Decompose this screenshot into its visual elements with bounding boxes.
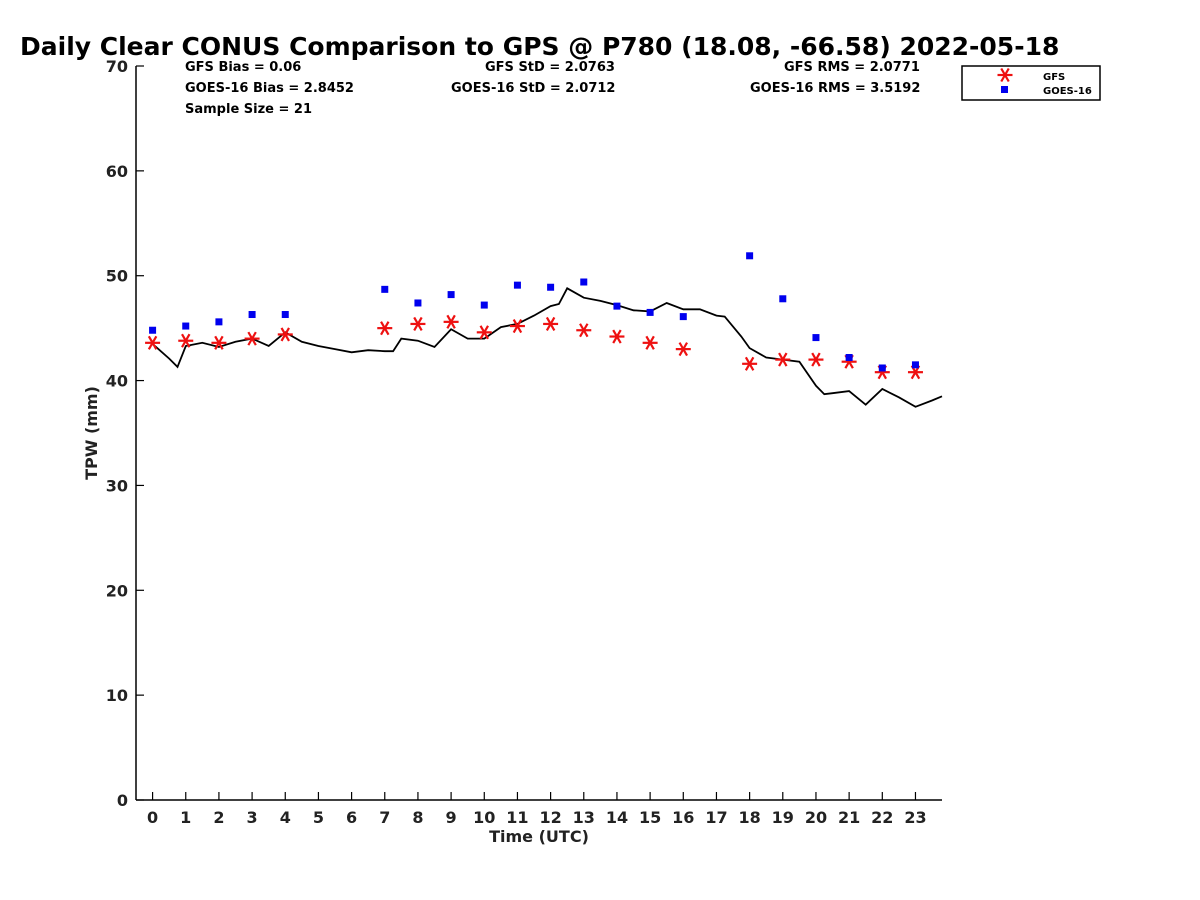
gfs-point [277, 327, 293, 342]
y-tick-label: 70 [106, 57, 128, 76]
gps-line [152, 287, 943, 408]
x-tick-label: 13 [573, 808, 595, 827]
gfs-point [476, 325, 492, 340]
goes-point [878, 364, 886, 372]
x-tick-label: 15 [639, 808, 661, 827]
x-tick-label: 20 [805, 808, 827, 827]
gfs-point [675, 342, 691, 357]
goes-point [580, 278, 588, 286]
goes-point [812, 334, 820, 342]
goes-point [679, 313, 687, 321]
legend-goes-square [1001, 86, 1008, 93]
x-tick-label: 3 [247, 808, 258, 827]
x-tick-label: 11 [506, 808, 528, 827]
gfs-point [377, 321, 393, 336]
legend-gfs-asterisk [997, 67, 1013, 83]
goes-std-text: GOES-16 StD = 2.0712 [451, 81, 615, 96]
goes-point [381, 285, 389, 293]
gfs-point [509, 319, 525, 334]
gfs-rms-text: GFS RMS = 2.0771 [784, 60, 920, 75]
goes-point [215, 318, 223, 326]
legend-goes-marker [1001, 86, 1008, 93]
gfs-point [576, 323, 592, 338]
x-tick-label: 18 [738, 808, 760, 827]
goes-point [182, 322, 190, 330]
x-tick-label: 9 [446, 808, 457, 827]
y-tick-label: 0 [117, 791, 128, 810]
x-tick-label: 2 [213, 808, 224, 827]
goes-bias-text: GOES-16 Bias = 2.8452 [185, 81, 354, 96]
x-tick-label: 8 [412, 808, 423, 827]
goes-point [911, 361, 919, 369]
x-tick-label: 7 [379, 808, 390, 827]
goes-rms-text: GOES-16 RMS = 3.5192 [750, 81, 920, 96]
goes-point [447, 291, 455, 299]
x-tick-label: 23 [904, 808, 926, 827]
goes-point [248, 311, 256, 319]
gfs-point [609, 329, 625, 344]
gfs-std-text: GFS StD = 2.0763 [485, 60, 615, 75]
chart-title: Daily Clear CONUS Comparison to GPS @ P7… [20, 32, 1059, 61]
plot-series [145, 252, 943, 408]
goes-point [547, 283, 555, 291]
sample-size-text: Sample Size = 21 [185, 102, 312, 117]
x-tick-label: 10 [473, 808, 495, 827]
goes-point [779, 295, 787, 303]
goes-point [480, 301, 488, 309]
gfs-point [443, 314, 459, 329]
y-tick-label: 20 [106, 581, 128, 600]
y-tick-label: 50 [106, 267, 128, 286]
gfs-point [808, 352, 824, 367]
goes-point [281, 311, 289, 319]
gfs-point [211, 335, 227, 350]
gfs-bias-text: GFS Bias = 0.06 [185, 60, 301, 75]
goes-point [845, 354, 853, 362]
goes-point [414, 299, 422, 307]
gfs-point [543, 316, 559, 331]
x-axis-label: Time (UTC) [489, 827, 589, 846]
x-tick-label: 16 [672, 808, 694, 827]
x-tick-label: 1 [180, 808, 191, 827]
gfs-point [178, 333, 194, 348]
x-tick-label: 0 [147, 808, 158, 827]
gfs-point [742, 356, 758, 371]
y-tick-label: 10 [106, 686, 128, 705]
legend: GFS GOES-16 [961, 65, 1101, 101]
goes-point [746, 252, 754, 260]
y-tick-label: 40 [106, 372, 128, 391]
gfs-point [410, 316, 426, 331]
gfs-point [244, 331, 260, 346]
x-tick-label: 22 [871, 808, 893, 827]
goes-point [513, 281, 521, 289]
x-tick-label: 12 [539, 808, 561, 827]
x-tick-label: 4 [280, 808, 291, 827]
x-tick-label: 21 [838, 808, 860, 827]
y-tick-label: 60 [106, 162, 128, 181]
gfs-point [775, 352, 791, 367]
goes-point [613, 302, 621, 310]
legend-gfs-marker [997, 67, 1013, 83]
legend-goes-label: GOES-16 [1043, 86, 1092, 97]
x-tick-label: 6 [346, 808, 357, 827]
x-tick-label: 17 [705, 808, 727, 827]
x-tick-label: 19 [772, 808, 794, 827]
goes-point [646, 308, 654, 316]
stats-block: GFS Bias = 0.06 GOES-16 Bias = 2.8452 Sa… [185, 60, 920, 117]
legend-gfs-label: GFS [1043, 72, 1065, 83]
legend-box [961, 65, 1101, 101]
y-axis-label: TPW (mm) [82, 386, 101, 480]
gfs-point [145, 335, 161, 350]
x-tick-label: 5 [313, 808, 324, 827]
gfs-point [642, 335, 658, 350]
goes-point [149, 326, 157, 334]
x-tick-label: 14 [606, 808, 628, 827]
y-tick-label: 30 [106, 476, 128, 495]
